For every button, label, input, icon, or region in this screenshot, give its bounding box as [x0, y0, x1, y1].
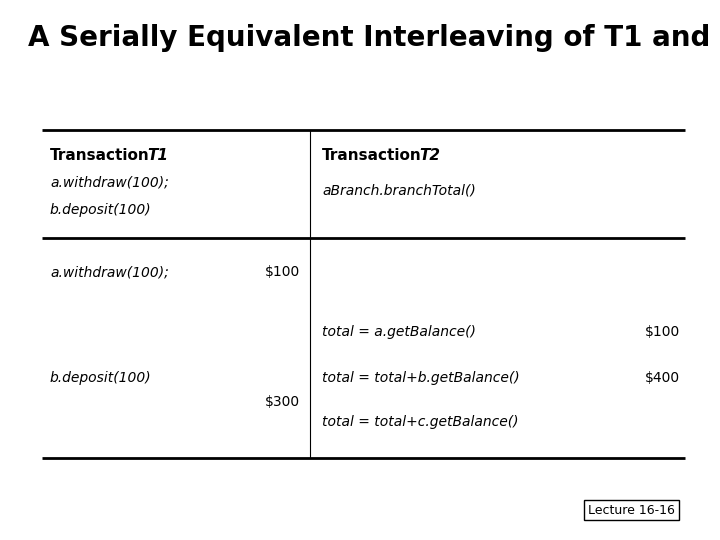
- Text: $300: $300: [265, 395, 300, 409]
- Text: a.withdraw(100);: a.withdraw(100);: [50, 175, 168, 189]
- Text: $100: $100: [265, 265, 300, 279]
- Text: b.deposit(100): b.deposit(100): [50, 371, 152, 385]
- Text: T2: T2: [420, 147, 441, 163]
- Text: total = total+c.getBalance(): total = total+c.getBalance(): [322, 415, 518, 429]
- Text: a.withdraw(100);: a.withdraw(100);: [50, 265, 168, 279]
- Text: A Serially Equivalent Interleaving of T1 and T2: A Serially Equivalent Interleaving of T1…: [28, 24, 720, 52]
- Text: total = a.getBalance(): total = a.getBalance(): [322, 325, 476, 339]
- Text: total = total+b.getBalance(): total = total+b.getBalance(): [322, 371, 520, 385]
- Text: Transaction: Transaction: [322, 147, 422, 163]
- Text: Lecture 16-16: Lecture 16-16: [588, 503, 675, 516]
- Text: aBranch.branchTotal(): aBranch.branchTotal(): [322, 183, 476, 197]
- Text: Transaction: Transaction: [50, 147, 150, 163]
- Text: $100: $100: [644, 325, 680, 339]
- Text: $400: $400: [645, 371, 680, 385]
- Text: T1: T1: [148, 147, 168, 163]
- Text: b.deposit(100): b.deposit(100): [50, 203, 152, 217]
